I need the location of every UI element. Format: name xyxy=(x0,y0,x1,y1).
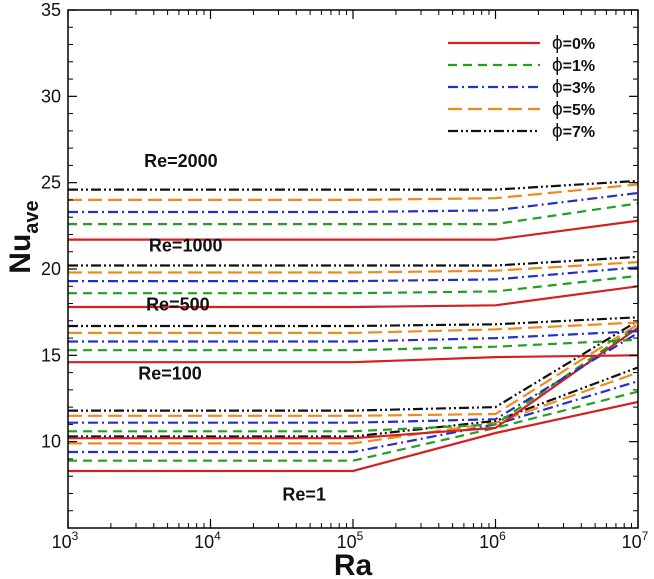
series-line xyxy=(68,326,639,440)
x-tick-label: 103 xyxy=(52,529,79,552)
x-tick-base: 10 xyxy=(622,532,642,552)
legend-value: =5% xyxy=(563,102,595,119)
y-axis-title-sub: ave xyxy=(21,200,43,233)
group-label: Re=100 xyxy=(138,364,202,384)
series-line xyxy=(68,219,639,241)
x-tick-exponent: 7 xyxy=(642,529,649,543)
x-tick-exponent: 6 xyxy=(499,529,506,543)
y-tick-label: 15 xyxy=(41,345,61,365)
group-label: Re=1 xyxy=(282,484,326,504)
series-line xyxy=(68,179,639,191)
legend-value: =0% xyxy=(563,36,595,53)
x-tick-exponent: 3 xyxy=(72,529,79,543)
x-tick-exponent: 4 xyxy=(214,529,221,543)
y-tick-label: 30 xyxy=(41,86,61,106)
legend-phi-symbol: ϕ xyxy=(552,121,563,142)
x-tick-base: 10 xyxy=(194,532,214,552)
x-tick-exponent: 5 xyxy=(357,529,364,543)
series-line xyxy=(68,202,639,226)
series-line xyxy=(68,390,639,462)
legend-label: ϕ=5% xyxy=(552,99,595,120)
series-line xyxy=(68,325,639,433)
x-tick-label: 106 xyxy=(479,529,506,552)
group-label: Re=500 xyxy=(146,294,210,314)
series-line xyxy=(68,338,639,352)
x-tick-label: 107 xyxy=(622,529,649,552)
legend-phi-symbol: ϕ xyxy=(552,77,563,98)
series-line xyxy=(68,316,639,328)
y-axis-title-group: Nuave xyxy=(4,200,43,273)
series-line xyxy=(68,330,639,343)
x-tick-label: 104 xyxy=(194,529,221,552)
series-layer xyxy=(68,179,639,473)
series-line xyxy=(68,285,639,309)
series-line xyxy=(68,274,639,295)
group-label: Re=1000 xyxy=(149,236,223,256)
series-line xyxy=(68,261,639,274)
legend-value: =7% xyxy=(563,124,595,141)
legend-label: ϕ=0% xyxy=(552,33,595,54)
series-line xyxy=(68,183,639,201)
series-line xyxy=(68,371,639,445)
group-label-layer: Re=1 Re=100 Re=500 Re=1000 Re=2000 xyxy=(138,151,326,504)
legend-value: =3% xyxy=(563,80,595,97)
series-line xyxy=(68,380,639,454)
y-tick-label: 10 xyxy=(41,432,61,452)
legend-phi-symbol: ϕ xyxy=(552,33,563,54)
series-line xyxy=(68,323,639,417)
legend-value: =1% xyxy=(563,58,595,75)
x-tick-label: 105 xyxy=(337,529,364,552)
legend-phi-symbol: ϕ xyxy=(552,55,563,76)
x-tick-base: 10 xyxy=(479,532,499,552)
y-axis-title: Nuave xyxy=(4,200,43,273)
y-tick-label: 35 xyxy=(41,0,61,20)
plot-background xyxy=(68,10,638,528)
series-line xyxy=(68,400,639,473)
series-line xyxy=(68,366,639,438)
x-tick-base: 10 xyxy=(337,532,357,552)
x-tick-base: 10 xyxy=(52,532,72,552)
series-line xyxy=(68,255,639,267)
legend-label: ϕ=1% xyxy=(552,55,595,76)
legend-phi-symbol: ϕ xyxy=(552,99,563,120)
series-line xyxy=(68,331,639,424)
group-label: Re=2000 xyxy=(144,151,218,171)
legend-label: ϕ=7% xyxy=(552,121,595,142)
series-line xyxy=(68,321,639,334)
series-line xyxy=(68,191,639,214)
legend-label: ϕ=3% xyxy=(552,77,595,98)
series-line xyxy=(68,266,639,283)
x-axis-title: Ra xyxy=(334,549,373,579)
y-tick-label: 25 xyxy=(41,173,61,193)
series-line xyxy=(68,354,639,364)
y-axis-title-main: Nu xyxy=(4,234,37,274)
y-tick-label: 20 xyxy=(41,259,61,279)
series-line xyxy=(68,319,639,412)
legend-layer: ϕ=0%ϕ=1%ϕ=3%ϕ=5%ϕ=7% xyxy=(448,33,595,142)
